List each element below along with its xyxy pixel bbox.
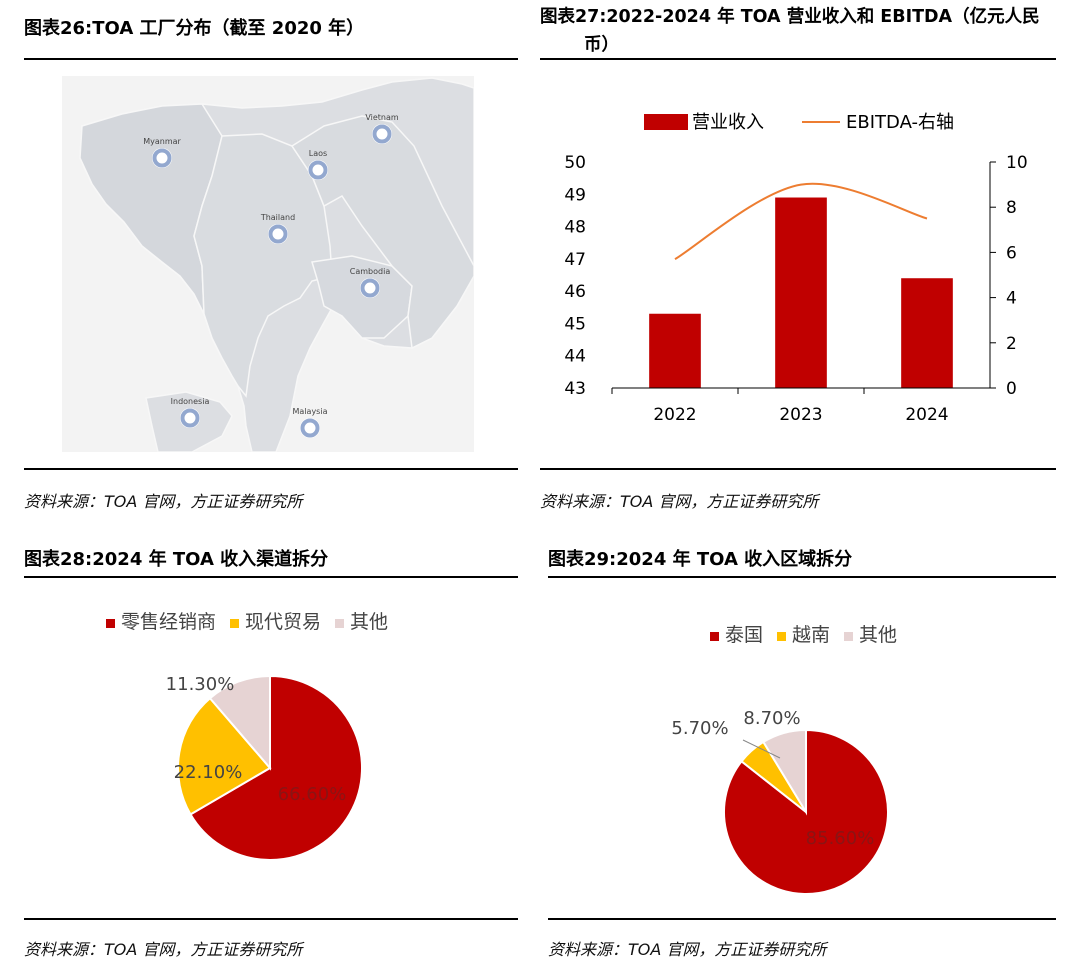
location-marker-ring [360,278,380,298]
legend-label: 其他 [859,624,897,646]
map-label: Thailand [260,213,295,222]
legend-swatch [777,632,786,641]
fig29-bottom-rule [548,918,1056,920]
legend-label: 现代贸易 [245,611,321,633]
map-marker-vietnam: Vietnam [365,113,399,144]
fig27-panel: 图表27:2022-2024 年 TOA 营业收入和 EBITDA（亿元人民 币… [540,0,1056,520]
pie-legend: 泰国 越南 其他 [710,624,897,646]
fig27-title-line1: 图表27:2022-2024 年 TOA 营业收入和 EBITDA（亿元人民 [540,7,1040,27]
legend-swatch [844,632,853,641]
leader-line [742,739,781,759]
legend-label: 其他 [350,611,388,633]
map-label: Laos [309,149,327,158]
fig26-title: 图表26:TOA 工厂分布（截至 2020 年） [24,18,365,39]
y-tick-label: 47 [564,250,586,270]
location-marker-ring [152,148,172,168]
y2-tick-label: 6 [1006,243,1017,263]
pie-data-label: 8.70% [743,708,800,729]
y2-tick-label: 8 [1006,198,1017,218]
x-tick-label: 2023 [779,405,822,425]
location-marker-ring [268,224,288,244]
legend-swatch [106,619,115,628]
y-tick-label: 43 [564,379,586,399]
pie-slice-其他 [762,728,807,816]
y2-tick-label: 10 [1006,153,1028,173]
y-tick-label: 49 [564,185,586,205]
bar-2022 [649,313,701,388]
fig29-title: 图表29:2024 年 TOA 收入区域拆分 [548,549,853,570]
pie-data-label: 5.70% [671,718,728,739]
legend-swatch [230,619,239,628]
bar-2024 [901,278,953,388]
y2-tick-label: 2 [1006,334,1017,354]
map-label: Cambodia [350,267,391,276]
legend-label: 越南 [792,624,830,646]
legend-swatch-bar [644,114,688,130]
map-land-cambodia [311,255,413,339]
x-tick-label: 2024 [905,405,948,425]
y-tick-label: 46 [564,282,586,302]
pie-data-label: 85.60% [806,828,875,849]
legend-swatch [710,632,719,641]
map-marker-thailand: Thailand [260,213,295,244]
ebitda-line [674,182,928,261]
fig28-source: 资料来源：TOA 官网，方正证券研究所 [24,940,303,959]
fig29-source: 资料来源：TOA 官网，方正证券研究所 [548,940,827,959]
fig28-panel: 图表28:2024 年 TOA 收入渠道拆分 零售经销商 现代贸易 其他 66.60%… [24,540,518,969]
fig26-top-rule [24,58,518,60]
map-marker-cambodia: Cambodia [350,267,391,298]
fig26-source: 资料来源：TOA 官网，方正证券研究所 [24,492,303,511]
y2-tick-label: 0 [1006,379,1017,399]
pie-legend: 零售经销商 现代贸易 其他 [106,611,388,633]
pie-data-label: 11.30% [166,674,235,695]
fig26-map: Myanmar Laos Vietnam Thailand Cambodia Indone… [62,76,474,452]
location-marker-ring [372,124,392,144]
location-marker-ring [180,408,200,428]
map-marker-myanmar: Myanmar [143,137,182,168]
legend-swatch [335,619,344,628]
map-label: Malaysia [293,407,328,416]
fig26-panel: 图表26:TOA 工厂分布（截至 2020 年） Myanmar Laos Viet… [24,0,518,520]
pie-slice-现代贸易 [177,696,272,816]
fig29-chart: 泰国 越南 其他 85.60% 5.70% 8.70% [671,624,897,895]
map-marker-indonesia: Indonesia [171,397,210,428]
fig28-bottom-rule [24,918,518,920]
fig27-top-rule [540,58,1056,60]
fig28-chart: 零售经销商 现代贸易 其他 66.60% 22.10% 11.30% [106,611,388,861]
map-marker-malaysia: Malaysia [293,407,328,438]
map-land-laos-vietnam [290,115,474,350]
legend-label: 零售经销商 [121,611,216,633]
y-tick-label: 50 [564,153,586,173]
fig28-top-rule [24,576,518,578]
legend-label-line: EBITDA-右轴 [846,112,954,133]
location-marker-ring [300,418,320,438]
legend-label: 泰国 [725,624,763,646]
fig27-chart: 营业收入 EBITDA-右轴434445464748495002468102022… [564,112,1028,425]
legend-label-bar: 营业收入 [692,112,764,133]
pie-slice-零售经销商 [189,674,363,861]
location-marker-ring [308,160,328,180]
map-label: Myanmar [143,137,181,146]
map-label: Indonesia [171,397,210,406]
y-tick-label: 45 [564,314,586,334]
fig27-title-line2: 币） [584,35,619,55]
pie-slice-其他 [208,674,271,771]
fig28-title: 图表28:2024 年 TOA 收入渠道拆分 [24,549,329,570]
fig29-top-rule [548,576,1056,578]
fig29-panel: 图表29:2024 年 TOA 收入区域拆分 泰国 越南 其他 85.60% 5.70%… [548,540,1056,969]
pie-data-label: 66.60% [278,784,347,805]
chart-legend: 营业收入 EBITDA-右轴 [644,112,954,133]
map-label: Vietnam [365,113,399,122]
fig27-bottom-rule [540,468,1056,470]
pie-data-label: 22.10% [174,762,243,783]
y-tick-label: 48 [564,218,586,238]
map-marker-laos: Laos [308,149,328,180]
y-tick-label: 44 [564,347,586,367]
x-tick-label: 2022 [653,405,696,425]
y2-tick-label: 4 [1006,289,1017,309]
fig26-bottom-rule [24,468,518,470]
fig27-source: 资料来源：TOA 官网，方正证券研究所 [540,492,819,511]
bar-2023 [775,197,827,388]
